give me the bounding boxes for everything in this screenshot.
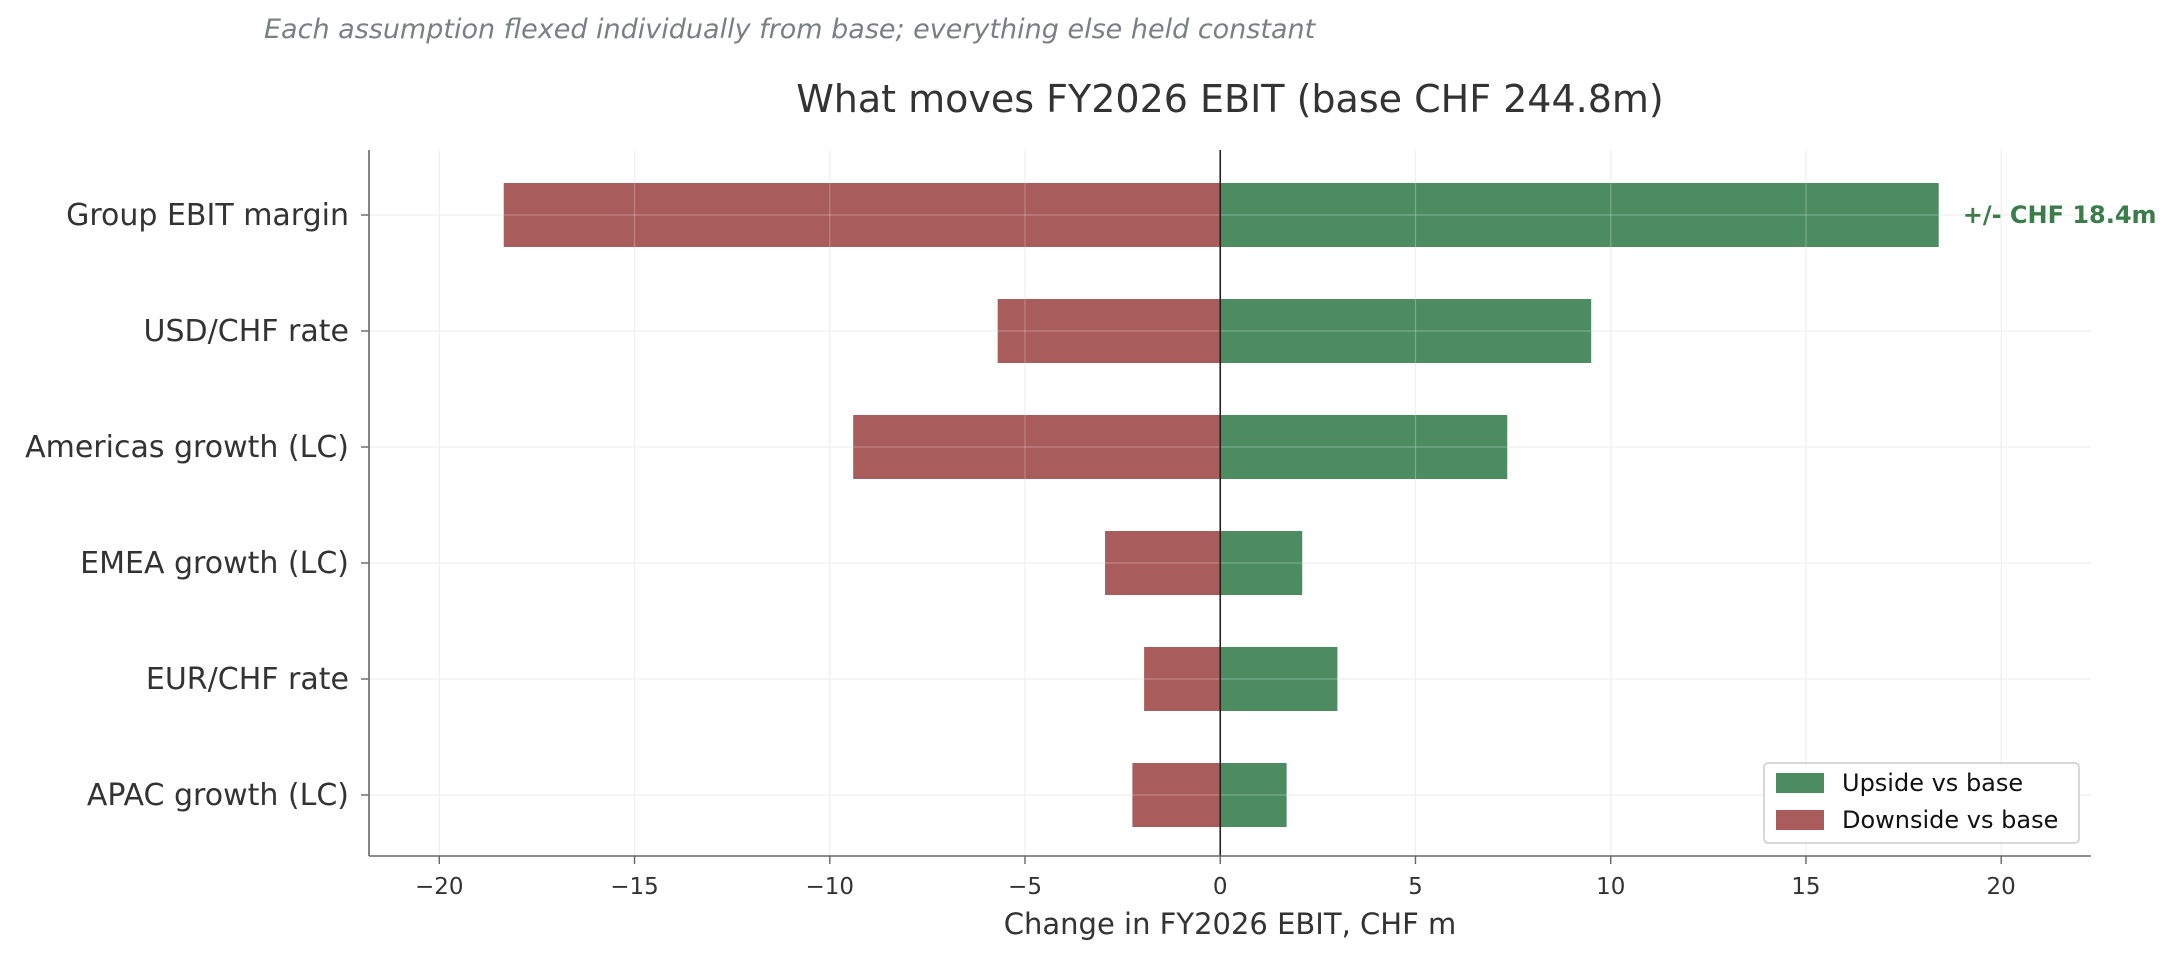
y-tick-label: EMEA growth (LC) bbox=[80, 546, 349, 581]
bar-downside bbox=[1105, 531, 1221, 595]
bar-upside bbox=[1220, 415, 1508, 479]
annotations: +/- CHF 18.4m bbox=[1963, 201, 2157, 229]
x-tick-label: 10 bbox=[1596, 874, 1625, 900]
x-tick-labels: −20 −15 −10 −5 0 5 10 15 20 bbox=[415, 856, 2016, 900]
y-tick-labels: Group EBIT margin USD/CHF rate Americas gr… bbox=[25, 198, 369, 813]
y-tick-label: USD/CHF rate bbox=[144, 314, 349, 349]
bar-downside bbox=[503, 183, 1221, 247]
x-tick-label: −10 bbox=[805, 874, 854, 900]
x-tick-label: 5 bbox=[1408, 874, 1423, 900]
bar-upside bbox=[1220, 299, 1592, 363]
legend-label-upside: Upside vs base bbox=[1842, 769, 2023, 797]
y-tick-label: APAC growth (LC) bbox=[87, 778, 349, 813]
x-tick-label: −20 bbox=[415, 874, 464, 900]
y-tick-label: Group EBIT margin bbox=[66, 198, 349, 233]
x-tick-label: −5 bbox=[1008, 874, 1042, 900]
legend-swatch-upside bbox=[1776, 773, 1824, 793]
bar-downside bbox=[853, 415, 1221, 479]
x-tick-label: 15 bbox=[1791, 874, 1820, 900]
grid-lines bbox=[369, 150, 2091, 856]
bar-downside bbox=[1132, 763, 1221, 827]
x-tick-label: −15 bbox=[610, 874, 659, 900]
legend-label-downside: Downside vs base bbox=[1842, 806, 2058, 834]
x-tick-label: 20 bbox=[1987, 874, 2016, 900]
bar-downside bbox=[997, 299, 1221, 363]
y-tick-label: Americas growth (LC) bbox=[25, 430, 349, 465]
bar-annotation: +/- CHF 18.4m bbox=[1963, 201, 2157, 229]
chart-subtitle: Each assumption flexed individually from… bbox=[264, 14, 1316, 45]
x-axis-label: Change in FY2026 EBIT, CHF m bbox=[1004, 907, 1456, 941]
legend-swatch-downside bbox=[1776, 810, 1824, 830]
y-tick-label: EUR/CHF rate bbox=[146, 662, 349, 697]
bar-upside bbox=[1220, 647, 1338, 711]
legend: Upside vs base Downside vs base bbox=[1763, 762, 2080, 844]
x-tick-label: 0 bbox=[1213, 874, 1228, 900]
chart-title: What moves FY2026 EBIT (base CHF 244.8m) bbox=[796, 77, 1664, 121]
bar-group bbox=[369, 150, 2091, 856]
bar-upside bbox=[1220, 763, 1287, 827]
bar-upside bbox=[1220, 531, 1303, 595]
bar-upside bbox=[1220, 183, 1939, 247]
bar-downside bbox=[1144, 647, 1221, 711]
legend-box bbox=[1763, 762, 2080, 844]
